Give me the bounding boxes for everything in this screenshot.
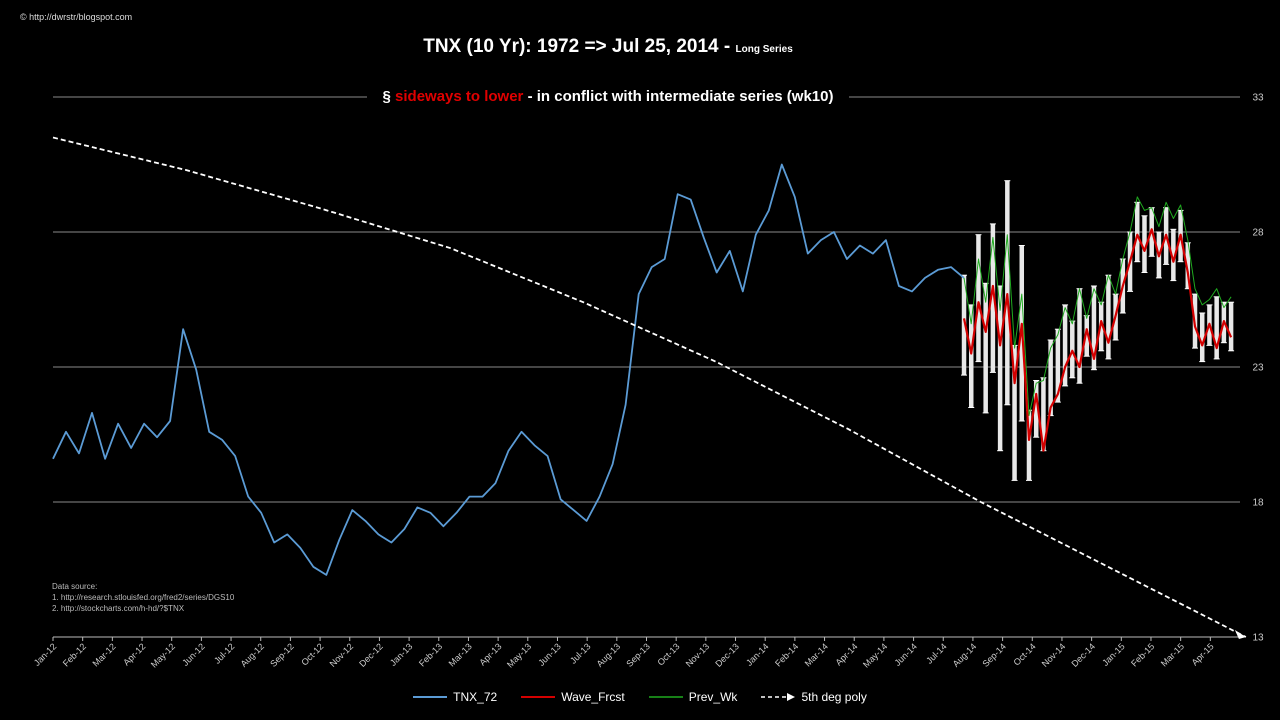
x-tick-label: Oct-13 [655, 641, 681, 667]
legend-label-wave: Wave_Frcst [561, 690, 625, 704]
y-tick-labels: 13 18 23 28 33 [1252, 93, 1264, 644]
chart-title-suffix: Long Series [735, 44, 793, 55]
chart-title: TNX (10 Yr): 1972 => Jul 25, 2014 - Long… [0, 36, 1216, 58]
x-tick-labels: Jan-12 Feb-12 Mar-12 Apr-12 May-12 Jun-12 Jul-… [32, 637, 1216, 670]
poly-arrowhead [1234, 630, 1246, 639]
legend-item-prev: Prev_Wk [648, 690, 738, 704]
legend-swatch-prev [648, 696, 683, 698]
legend-label-prev: Prev_Wk [688, 690, 738, 704]
chart-subtitle-band: § sideways to lower - in conflict with i… [0, 88, 1216, 106]
source-line: Data source: [52, 582, 98, 591]
x-tick-label: Feb-15 [1129, 641, 1156, 668]
y-tick-label: 13 [1252, 633, 1264, 644]
legend-item-wave: Wave_Frcst [521, 690, 625, 704]
gridlines [53, 96, 1240, 638]
x-tick-label: Nov-12 [328, 641, 356, 669]
y-tick-label: 33 [1252, 93, 1264, 104]
x-tick-label: Jan-14 [744, 641, 771, 668]
chart-subtitle: § sideways to lower - in conflict with i… [366, 88, 850, 105]
x-tick-label: Mar-15 [1159, 641, 1186, 668]
x-tick-label: Apr-15 [1190, 641, 1216, 667]
legend-swatch-poly [761, 693, 796, 701]
y-tick-label: 18 [1252, 498, 1264, 509]
x-tick-label: Jan-15 [1100, 641, 1127, 668]
x-tick-label: Nov-14 [1040, 641, 1068, 669]
subtitle-rest: - in conflict with intermediate series (… [523, 88, 834, 105]
x-tick-label: Aug-12 [239, 641, 267, 669]
legend-swatch-wave [521, 696, 556, 698]
subtitle-red-text: sideways to lower [395, 88, 524, 105]
legend: TNX_72 Wave_Frcst Prev_Wk 5th deg poly [0, 690, 1280, 704]
x-tick-label: Dec-13 [713, 641, 741, 669]
x-tick-label: Mar-12 [91, 641, 118, 668]
x-tick-label: Mar-13 [447, 641, 474, 668]
x-tick-label: Aug-14 [951, 641, 979, 669]
legend-item-tnx: TNX_72 [413, 690, 497, 704]
series-line-tnx-72 [52, 163, 965, 576]
x-tick-label: Jun-13 [536, 641, 563, 668]
x-tick-label: Apr-14 [833, 641, 859, 667]
legend-label-tnx: TNX_72 [453, 690, 498, 704]
data-source-note: Data source: 1. http://research.stlouisf… [52, 581, 234, 614]
x-tick-label: Apr-12 [121, 641, 147, 667]
x-tick-label: Jul-14 [924, 641, 948, 665]
chart-title-main: TNX (10 Yr): 1972 => Jul 25, 2014 - [423, 36, 736, 57]
x-tick-label: Nov-13 [684, 641, 712, 669]
x-tick-label: Feb-12 [61, 641, 88, 668]
x-tick-label: Jun-12 [180, 641, 207, 668]
series-line-prev-wk [963, 196, 1232, 417]
x-tick-label: Oct-12 [299, 641, 325, 667]
x-tick-label: Sep-14 [980, 641, 1008, 669]
legend-item-poly: 5th deg poly [761, 690, 867, 704]
x-tick-label: Aug-13 [595, 641, 623, 669]
x-tick-label: Dec-14 [1069, 641, 1097, 669]
legend-swatch-tnx [413, 696, 448, 698]
x-tick-label: Jan-13 [388, 641, 415, 668]
series-line-5th-deg-poly [52, 136, 1247, 638]
series-lines [52, 136, 1247, 639]
x-tick-label: Feb-13 [417, 641, 444, 668]
x-tick-label: May-13 [505, 641, 533, 669]
x-tick-label: Sep-13 [624, 641, 652, 669]
y-tick-label: 23 [1252, 363, 1264, 374]
x-tick-label: Mar-14 [803, 641, 830, 668]
x-tick-label: May-14 [861, 641, 889, 669]
legend-label-poly: 5th deg poly [801, 690, 867, 704]
y-tick-label: 28 [1252, 228, 1264, 239]
copyright-text: © http://dwrstr/blogspot.com [20, 12, 133, 22]
x-tick-label: Sep-12 [268, 641, 296, 669]
x-tick-label: Oct-14 [1012, 641, 1038, 667]
source-line: 1. http://research.stlouisfed.org/fred2/… [52, 593, 235, 602]
error-band [961, 180, 1235, 481]
subtitle-prefix: § [382, 88, 396, 105]
series-line-wave-frcst [962, 228, 1233, 452]
x-tick-label: Apr-13 [477, 641, 503, 667]
x-tick-label: May-12 [149, 641, 177, 669]
x-tick-label: Jul-12 [212, 641, 236, 665]
source-line: 2. http://stockcharts.com/h-hd/?$TNX [52, 604, 185, 613]
x-tick-label: Jul-13 [568, 641, 592, 665]
x-tick-label: Jan-12 [32, 641, 59, 668]
x-tick-label: Feb-14 [773, 641, 800, 668]
x-tick-label: Jun-14 [892, 641, 919, 668]
x-tick-label: Dec-12 [357, 641, 385, 669]
